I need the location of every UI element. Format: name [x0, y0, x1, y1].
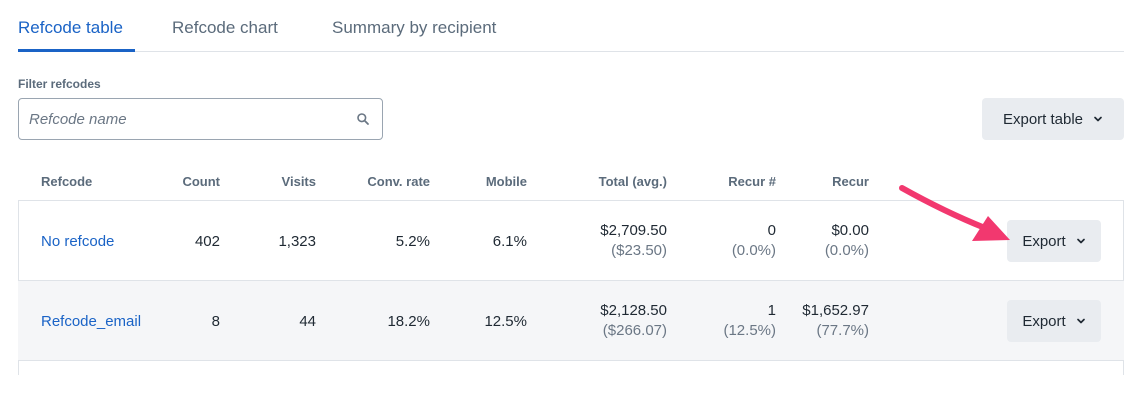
recur-value: $0.00 [831, 222, 869, 239]
column-header-refcode: Refcode [41, 174, 93, 189]
count-cell: 8 [211, 313, 220, 330]
conv-rate-cell: 18.2% [387, 313, 430, 330]
row-export-label: Export [1022, 312, 1066, 330]
column-header-total-avg: Total (avg.) [598, 174, 667, 189]
column-header-recur: Recur [832, 174, 869, 189]
recur-count-pct: (12.5%) [723, 322, 776, 339]
tab-refcode-table[interactable]: Refcode table [18, 18, 123, 37]
recur-cell: $1,652.97 (77.7%) [802, 302, 869, 339]
mobile-cell: 12.5% [484, 313, 527, 330]
export-table-label: Export table [1002, 110, 1084, 128]
recur-count-cell: 1 (12.5%) [723, 302, 776, 339]
total-avg-value: ($23.50) [611, 242, 667, 259]
filter-label: Filter refcodes [18, 77, 101, 91]
count-cell: 402 [194, 233, 220, 250]
tab-bar: Refcode table Refcode chart Summary by r… [18, 0, 1124, 52]
table-row [18, 281, 1124, 361]
recur-value: $1,652.97 [802, 302, 869, 319]
row-export-button[interactable]: Export [1007, 220, 1101, 262]
visits-cell: 44 [299, 313, 316, 330]
column-header-conv-rate: Conv. rate [367, 174, 430, 189]
total-cell: $2,709.50 ($23.50) [600, 222, 667, 259]
column-header-count: Count [182, 174, 220, 189]
column-header-mobile: Mobile [485, 174, 527, 189]
mobile-cell: 6.1% [492, 233, 527, 250]
recur-count-pct: (0.0%) [731, 242, 776, 259]
tab-refcode-chart[interactable]: Refcode chart [172, 18, 278, 37]
recur-pct: (77.7%) [816, 322, 869, 339]
refcode-link[interactable]: No refcode [41, 233, 115, 250]
conv-rate-cell: 5.2% [395, 233, 430, 250]
total-avg-value: ($266.07) [602, 322, 667, 339]
chevron-down-icon [1076, 238, 1085, 244]
row-export-label: Export [1022, 232, 1066, 250]
chevron-down-icon [1076, 318, 1085, 324]
export-table-button[interactable]: Export table [982, 98, 1124, 140]
refcode-link[interactable]: Refcode_email [41, 313, 142, 330]
recur-count-value: 1 [767, 302, 776, 319]
recur-count-cell: 0 (0.0%) [732, 222, 776, 259]
total-value: $2,709.50 [600, 222, 667, 239]
row-export-button[interactable]: Export [1007, 300, 1101, 342]
refcode-search-input[interactable] [29, 99, 349, 139]
search-icon[interactable] [356, 112, 370, 126]
recur-pct: (0.0%) [824, 242, 869, 259]
active-tab-indicator [18, 49, 135, 52]
total-cell: $2,128.50 ($266.07) [600, 302, 667, 339]
visits-cell: 1,323 [278, 233, 316, 250]
chevron-down-icon [1094, 116, 1102, 122]
recur-count-value: 0 [767, 222, 776, 239]
tab-summary-by-recipient[interactable]: Summary by recipient [332, 18, 497, 37]
recur-cell: $0.00 (0.0%) [825, 222, 869, 259]
table-row [18, 201, 1124, 281]
filter-field[interactable] [18, 98, 383, 140]
column-header-visits: Visits [281, 174, 316, 189]
total-value: $2,128.50 [600, 302, 667, 319]
column-header-recur-count: Recur # [728, 174, 776, 189]
